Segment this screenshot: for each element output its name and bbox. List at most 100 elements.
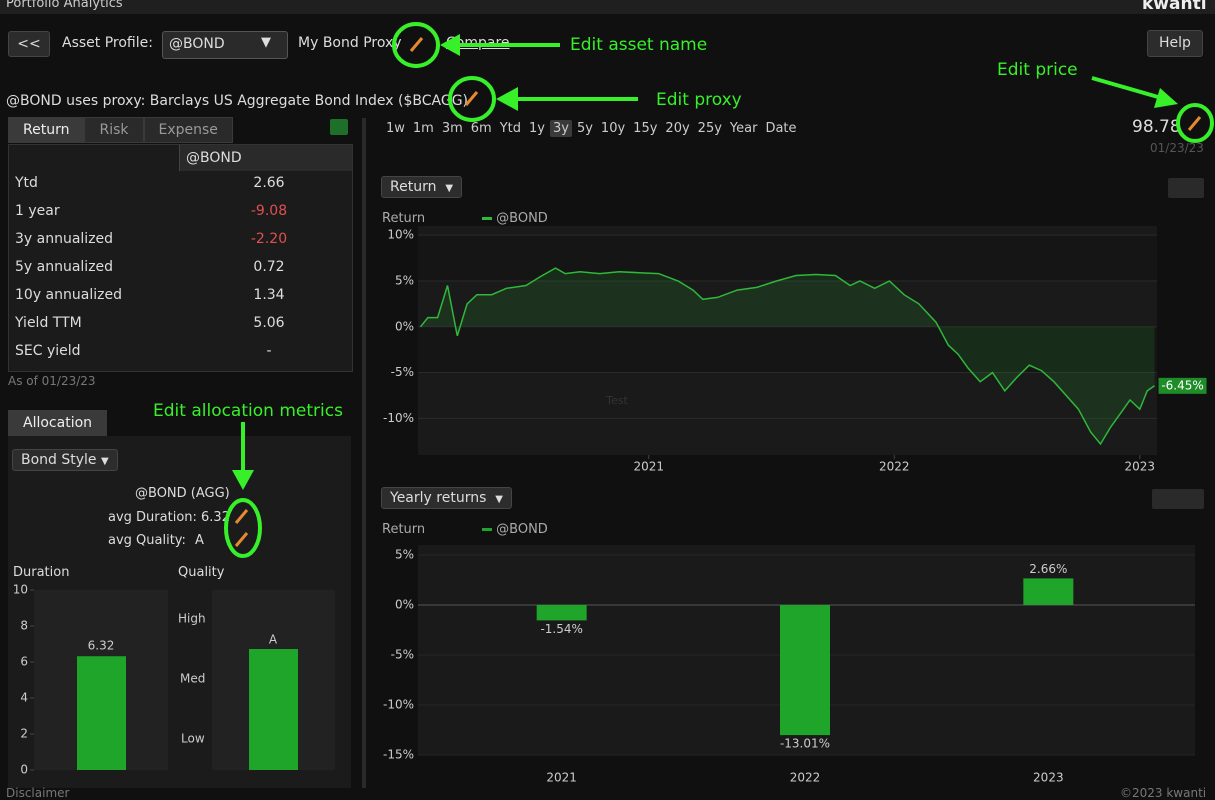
period-button[interactable]: 10y	[600, 121, 626, 136]
legend: @BOND	[482, 211, 548, 226]
pencil[interactable]	[464, 91, 479, 106]
quality-chart: A High Med Low	[178, 590, 335, 770]
data-label: -1.54%	[540, 622, 582, 636]
period-button[interactable]: 20y	[665, 121, 690, 136]
line	[419, 267, 1155, 446]
x-tick-label: 2022	[790, 771, 821, 785]
last-value-label: -6.45%	[1161, 378, 1203, 392]
band	[418, 235, 1157, 281]
asset-select[interactable]: @BOND ▼	[162, 31, 288, 59]
period-button[interactable]: Ytd	[499, 121, 522, 136]
x-tick-label: 2023	[1125, 460, 1156, 474]
row-label: 5y annualized	[15, 259, 114, 275]
splitter[interactable]	[362, 118, 366, 788]
y-tick-label: 2	[20, 727, 28, 741]
circle	[392, 22, 440, 68]
period-button[interactable]: 25y	[697, 121, 722, 136]
x-tick-label: 2021	[634, 460, 665, 474]
period-button[interactable]: Date	[765, 121, 797, 136]
export-icons[interactable]	[1152, 489, 1204, 509]
y-tick-label: -5%	[391, 648, 414, 662]
circle	[448, 76, 496, 122]
allocation-tab[interactable]: Allocation	[8, 410, 108, 436]
arrow	[1091, 76, 1166, 101]
y-tick-label: 5%	[395, 548, 414, 562]
stat-tab[interactable]: Risk	[84, 117, 144, 143]
bar	[77, 656, 126, 770]
brand: kwanti	[1142, 0, 1207, 14]
period-button[interactable]: 1w	[386, 121, 405, 136]
annotation: Edit asset name	[570, 35, 708, 55]
data-label: 6.32	[88, 639, 115, 653]
stat-tabs: Return Risk Expense	[8, 117, 233, 143]
price: 98.78	[1132, 117, 1181, 137]
period-button[interactable]: 6m	[470, 121, 492, 136]
row-label: Yield TTM	[15, 315, 82, 331]
row-label: Ytd	[15, 175, 38, 191]
row-value: 2.66	[253, 175, 285, 191]
row-value: 0.72	[253, 259, 285, 275]
dropdown-arrow: ▼	[495, 494, 503, 505]
data-label: -13.01%	[780, 737, 830, 751]
y-axis-title: Return	[382, 522, 426, 537]
y-tick-label: 10	[13, 583, 28, 597]
legend-label: @BOND	[496, 522, 548, 537]
pencil[interactable]	[1187, 116, 1202, 131]
x-tick-label: 2023	[1033, 771, 1064, 785]
circle	[224, 498, 262, 558]
camera-icon[interactable]	[1168, 178, 1204, 198]
y-tick-label: -10%	[383, 698, 414, 712]
last-value-badge	[1158, 377, 1207, 394]
dropdown-label: Bond Style	[21, 452, 97, 468]
legend-label: @BOND	[496, 211, 548, 226]
chart-dropdown[interactable]: Yearly returns ▼	[381, 487, 512, 509]
period-button[interactable]: 1y	[529, 121, 545, 136]
y-axis-title: Return	[382, 211, 426, 226]
line-chart: 10% 5% 0% -5% -10% 2021 2022 2023 Test -6.45%	[383, 226, 1207, 474]
row-value: -9.08	[250, 203, 288, 219]
quality-level: High	[178, 612, 206, 626]
dropdown-label: Return	[390, 179, 437, 195]
x-tick-label: 2022	[879, 460, 910, 474]
period-button[interactable]: 3y	[549, 120, 572, 137]
stats-table: @BOND Ytd 2.66 1 year -9.08 3y annualized -2.…	[8, 144, 353, 372]
excel-icon[interactable]	[330, 119, 348, 135]
app-title: Portfolio Analytics	[6, 0, 123, 11]
legend-swatch	[482, 528, 492, 531]
dropdown-arrow: ▼	[445, 183, 454, 194]
bar	[1023, 578, 1074, 605]
quality-title: Quality	[178, 565, 225, 580]
pencil[interactable]	[409, 37, 424, 52]
pencil[interactable]	[234, 509, 249, 524]
x-tick-label: 2021	[546, 771, 577, 785]
period-button[interactable]: 1m	[412, 121, 434, 136]
legend-swatch	[482, 217, 492, 220]
quality-metric-label: avg Quality:	[108, 533, 186, 548]
annotation: Edit proxy	[656, 90, 742, 110]
pencil[interactable]	[234, 532, 249, 547]
period-button[interactable]: 5y	[576, 121, 593, 136]
help-button[interactable]: Help	[1147, 30, 1203, 57]
quality-level: Low	[181, 732, 205, 746]
stat-tab[interactable]: Expense	[143, 117, 233, 143]
chart-dropdown[interactable]: Return ▼	[381, 176, 463, 198]
arrow-head	[1154, 88, 1178, 108]
annotation: Edit allocation metrics	[153, 401, 343, 421]
area-fill	[420, 268, 1155, 444]
period-button[interactable]: Year	[729, 121, 758, 136]
dropdown-label: Yearly returns	[390, 490, 487, 506]
row-value: -2.20	[250, 231, 288, 247]
duration-metric: avg Duration: 6.32	[108, 510, 230, 525]
price-date: 01/23/23	[1150, 141, 1204, 155]
stat-tab[interactable]: Return	[8, 117, 85, 143]
back-button[interactable]: <<	[8, 31, 50, 57]
edit-icons	[234, 37, 1202, 547]
quality-value: A	[269, 633, 278, 647]
bond-style-dropdown[interactable]: Bond Style ▼	[12, 449, 118, 471]
row-value: 1.34	[253, 287, 285, 303]
data-label: 2.66%	[1029, 562, 1067, 576]
period-button[interactable]: 15y	[633, 121, 658, 136]
y-tick-label: -15%	[383, 748, 414, 762]
period-button[interactable]: 3m	[441, 121, 463, 136]
